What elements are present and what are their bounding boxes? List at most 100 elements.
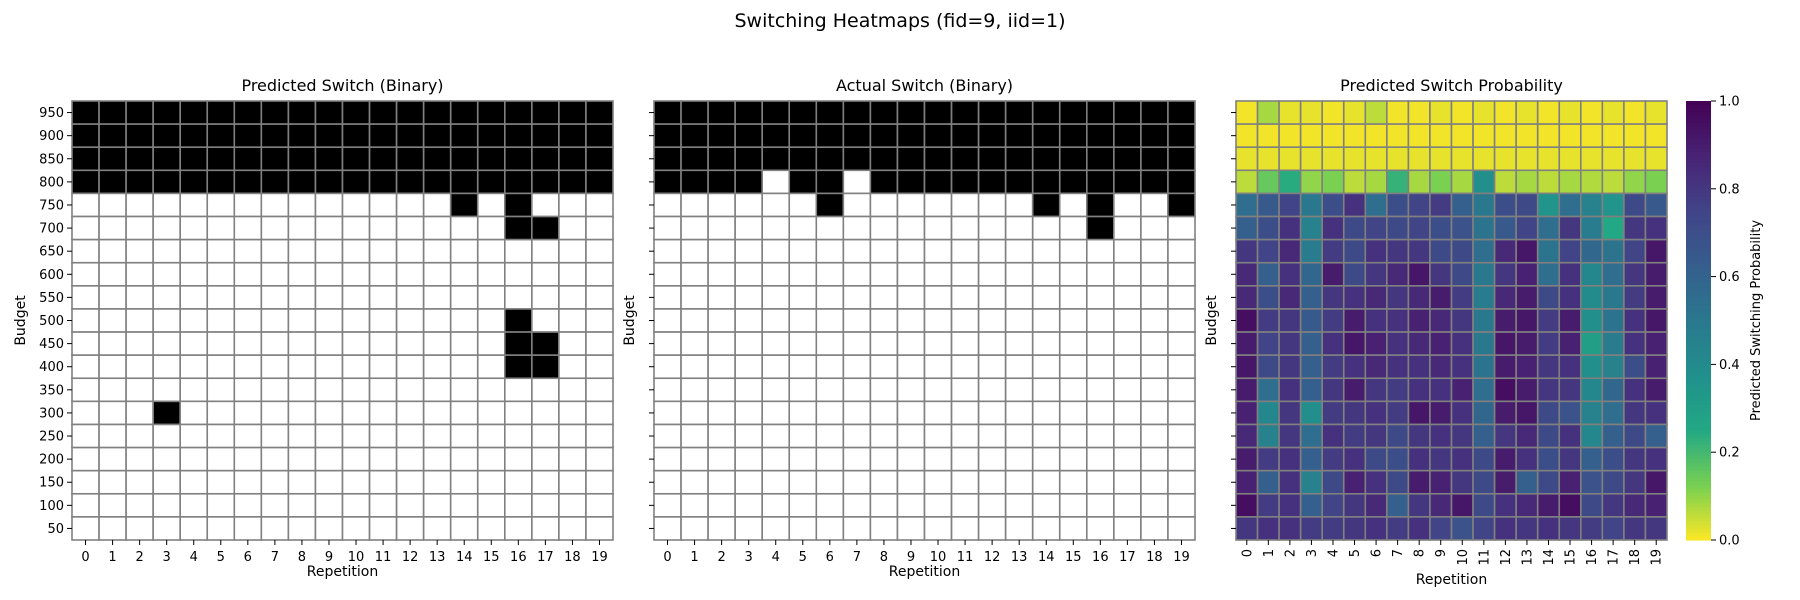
colorbar-band [1686, 177, 1711, 183]
heatmap-cell [1407, 261, 1431, 287]
heatmap-cell [1299, 516, 1324, 541]
colorbar-band [1686, 243, 1711, 248]
heatmap-cell [680, 377, 709, 403]
heatmap-cell [179, 446, 209, 472]
colorbar-band [1686, 415, 1711, 420]
heatmap-cell [869, 516, 899, 541]
heatmap-cell [341, 146, 371, 172]
heatmap-cell [233, 423, 263, 449]
heatmap-cell [1321, 446, 1345, 472]
heatmap-cell [1278, 492, 1302, 518]
heatmap-cell [422, 377, 452, 403]
heatmap-cell [1580, 123, 1604, 149]
heatmap-cell [314, 192, 344, 218]
heatmap-cell [842, 308, 872, 333]
heatmap-cell [1058, 516, 1088, 541]
heatmap-cell [1515, 469, 1539, 495]
heatmap-cell [476, 446, 506, 472]
heatmap-cell [476, 354, 506, 380]
heatmap-cell [1031, 423, 1061, 449]
x-tick-label: 6 [1370, 549, 1385, 557]
heatmap-cell [1472, 238, 1496, 264]
y-tick-label: 200 [39, 453, 64, 468]
heatmap-cell [1386, 146, 1410, 172]
heatmap-cell [1278, 308, 1302, 333]
heatmap-cell [368, 308, 398, 333]
heatmap-cell [1167, 146, 1196, 172]
heatmap-cell [368, 446, 398, 472]
heatmap-cell [1407, 169, 1431, 195]
heatmap-cell [558, 377, 587, 403]
heatmap-cell [1256, 261, 1280, 287]
colorbar-band [1686, 368, 1711, 373]
heatmap-cell [1004, 469, 1034, 495]
heatmap-cell [1386, 123, 1410, 149]
heatmap-cell [152, 100, 181, 125]
heatmap-cell [896, 492, 926, 518]
heatmap-cell [977, 308, 1007, 333]
colorbar-band [1686, 349, 1711, 355]
heatmap-cell [1364, 238, 1388, 264]
heatmap-cell [1058, 123, 1088, 149]
panel-title: Predicted Switch Probability [1340, 76, 1563, 95]
colorbar-band [1686, 221, 1711, 226]
heatmap-cell [680, 192, 709, 218]
heatmap-cell [71, 469, 100, 495]
y-tick-label: 850 [39, 152, 64, 167]
heatmap-cell [152, 469, 181, 495]
heatmap-cell [1644, 492, 1668, 518]
heatmap-cell [1167, 169, 1196, 195]
colorbar-tick-label: 0.0 [1719, 534, 1740, 549]
y-axis-label: Budget [1204, 295, 1220, 346]
heatmap-cell [531, 238, 560, 264]
heatmap-cell [1558, 469, 1582, 495]
heatmap-cell [680, 469, 709, 495]
heatmap-cell [1004, 192, 1034, 218]
heatmap-cell [503, 123, 533, 149]
colorbar-band [1686, 104, 1711, 109]
heatmap-cell [476, 100, 506, 125]
heatmap-cell [1086, 192, 1115, 218]
heatmap-cell [314, 308, 344, 333]
heatmap-cell [869, 308, 899, 333]
heatmap-cell [923, 331, 953, 356]
heatmap-cell [476, 238, 506, 264]
heatmap-cell [1299, 100, 1324, 125]
heatmap-cell [179, 400, 209, 426]
heatmap-cell [923, 423, 953, 449]
heatmap-cell [1086, 123, 1115, 149]
heatmap-cell [1472, 400, 1496, 426]
heatmap-cell [341, 285, 371, 310]
heatmap-cell [1004, 169, 1034, 195]
heatmap-cell [815, 123, 845, 149]
heatmap-cell [341, 331, 371, 356]
colorbar-band [1686, 236, 1711, 241]
heatmap-cell [422, 446, 452, 472]
heatmap-cell [395, 516, 425, 541]
heatmap-cell [206, 469, 236, 495]
heatmap-cell [869, 238, 899, 264]
heatmap-cell [1140, 192, 1169, 218]
heatmap-cell [1321, 308, 1345, 333]
heatmap-cell [1278, 192, 1302, 218]
colorbar-band [1686, 371, 1711, 376]
heatmap-cell [896, 100, 926, 125]
heatmap-cell [1321, 377, 1345, 403]
heatmap-cell [341, 446, 371, 472]
heatmap-cell [1321, 331, 1345, 356]
heatmap-cell [1342, 377, 1367, 403]
heatmap-cell [1515, 100, 1539, 125]
heatmap-cell [1386, 215, 1410, 241]
heatmap-cell [1407, 423, 1431, 449]
heatmap-cell [395, 377, 425, 403]
heatmap-cell [476, 377, 506, 403]
heatmap-cell [314, 331, 344, 356]
heatmap-cell [923, 215, 953, 241]
heatmap-cell [896, 331, 926, 356]
heatmap-cell [896, 146, 926, 172]
heatmap-cell [1386, 100, 1410, 125]
x-tick-label: 8 [1413, 549, 1428, 557]
x-tick-label: 13 [1520, 549, 1535, 566]
colorbar-band [1686, 488, 1711, 494]
heatmap-cell [815, 377, 845, 403]
